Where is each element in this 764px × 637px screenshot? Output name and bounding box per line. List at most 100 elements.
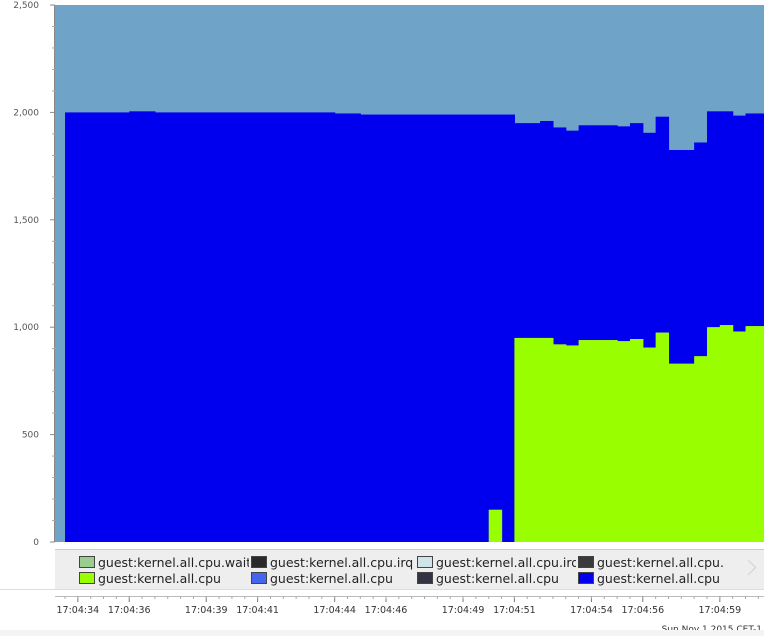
- legend-item[interactable]: guest:kernel.all.cpu: [79, 570, 249, 586]
- legend-item[interactable]: guest:kernel.all.cpu.irq: [251, 554, 415, 570]
- series-1-area: [488, 325, 764, 542]
- legend-swatch: [79, 572, 95, 584]
- series-2-step-bar: [617, 126, 631, 342]
- x-tick-label: 17:04:34: [57, 605, 100, 616]
- x-tick-label: 17:04:51: [493, 605, 536, 616]
- series-2-step-bar: [77, 112, 92, 543]
- series-2-step-bar: [745, 113, 764, 327]
- series-2-step-bar: [578, 125, 593, 341]
- x-tick-label: 17:04:36: [108, 605, 151, 616]
- legend-label: guest:kernel.all.cpu: [436, 570, 559, 586]
- series-2-step-bar: [308, 112, 323, 543]
- series-2-step-bar: [540, 120, 554, 338]
- x-tick-label: 17:04:54: [570, 605, 613, 616]
- legend-swatch: [578, 556, 594, 568]
- series-1-step-bar: [719, 325, 734, 542]
- series-2-step-bar: [154, 112, 169, 543]
- y-tick-label: 0: [33, 538, 39, 548]
- series-1-step-bar: [540, 337, 554, 542]
- y-tick-label: 1,500: [13, 216, 39, 226]
- series-layer: [65, 111, 764, 543]
- series-1-step-bar: [565, 345, 580, 542]
- x-tick-label: 17:04:59: [698, 605, 741, 616]
- series-2-step-bar: [360, 114, 387, 543]
- series-2-step-bar: [655, 116, 670, 333]
- legend-label: guest:kernel.all.cpu.: [597, 554, 724, 570]
- series-2-step-bar: [206, 112, 233, 543]
- series-2-step-bar: [437, 114, 464, 543]
- x-tick-label: 17:04:46: [365, 605, 408, 616]
- series-2-step-bar: [424, 114, 438, 543]
- series-2-step-bar: [90, 112, 105, 543]
- x-tick-label: 17:04:49: [442, 605, 485, 616]
- x-axis: 17:04:34 17:04:36 17:04:39 17:04:41 17:04:44…: [0, 589, 764, 637]
- series-2-area: [65, 111, 764, 543]
- y-tick-label: 2,500: [13, 1, 39, 11]
- legend-label: guest:kernel.all.cpu.irq: [270, 554, 414, 570]
- series-2-step-bar: [116, 112, 130, 543]
- y-tick-label: 2,000: [13, 108, 39, 118]
- series-2-step-bar: [231, 112, 246, 543]
- legend-swatch: [578, 572, 594, 584]
- legend-label: guest:kernel.all.cpu: [98, 570, 221, 586]
- series-2-step-bar: [257, 112, 272, 543]
- series-2-step-bar: [591, 125, 618, 341]
- series-2-step-bar: [642, 132, 657, 348]
- series-2-step-bar: [501, 114, 515, 543]
- legend-swatch: [251, 556, 267, 568]
- series-2-step-bar: [334, 113, 349, 542]
- y-tick-label: 500: [22, 431, 39, 441]
- series-2-step-bar: [167, 112, 182, 543]
- series-2-step-bar: [321, 112, 336, 543]
- legend-item[interactable]: guest:kernel.all.cpu: [417, 570, 576, 586]
- series-2-step-bar: [65, 112, 79, 543]
- series-2-step-bar: [719, 111, 734, 326]
- series-1-step-bar: [745, 326, 764, 542]
- legend-swatch: [417, 572, 433, 584]
- series-2-step-bar: [488, 114, 503, 510]
- legend-swatch: [417, 556, 433, 568]
- x-tick-label: 17:04:39: [185, 605, 228, 616]
- series-1-step-bar: [706, 327, 721, 542]
- series-2-step-bar: [129, 111, 156, 542]
- series-1-step-bar: [578, 340, 593, 542]
- series-1-step-bar: [514, 337, 541, 542]
- series-1-step-bar: [617, 341, 631, 542]
- legend-item[interactable]: guest:kernel.all.cpu: [251, 570, 415, 586]
- series-2-step-bar: [270, 112, 284, 543]
- series-1-step-bar: [488, 509, 503, 542]
- legend-swatch: [251, 572, 267, 584]
- legend-item[interactable]: guest:kernel.all.cpu: [578, 570, 760, 586]
- series-1-step-bar: [668, 363, 695, 542]
- series-2-step-bar: [463, 114, 477, 543]
- series-2-step-bar: [193, 112, 207, 543]
- series-2-step-bar: [514, 123, 541, 338]
- series-1-step-bar: [694, 356, 708, 542]
- series-2-step-bar: [283, 112, 310, 543]
- legend-item[interactable]: guest:kernel.all.cpu.irq: [417, 554, 576, 570]
- x-axis-svg: 17:04:34 17:04:36 17:04:39 17:04:41 17:04:44…: [55, 596, 764, 616]
- series-2-step-bar: [398, 114, 413, 543]
- x-tick-label: 17:04:56: [621, 605, 664, 616]
- series-2-step-bar: [552, 127, 567, 345]
- series-1-step-bar: [655, 332, 670, 542]
- legend-item[interactable]: guest:kernel.all.cpu.: [578, 554, 760, 570]
- series-2-step-bar: [386, 114, 400, 543]
- series-2-step-bar: [706, 111, 721, 328]
- x-tick-label: 17:04:41: [236, 605, 279, 616]
- series-2-step-bar: [565, 130, 580, 346]
- legend-item[interactable]: guest:kernel.all.cpu.wait: [79, 554, 249, 570]
- legend-label: guest:kernel.all.cpu.irq: [436, 554, 576, 570]
- legend-label: guest:kernel.all.cpu: [597, 570, 720, 586]
- x-tick-label: 17:04:44: [313, 605, 356, 616]
- series-2-step-bar: [180, 112, 195, 543]
- series-2-step-bar: [629, 123, 644, 340]
- series-1-step-bar: [642, 347, 657, 542]
- series-2-step-bar: [668, 149, 695, 364]
- series-1-step-bar: [591, 340, 618, 542]
- series-1-step-bar: [552, 344, 567, 542]
- series-2-step-bar: [411, 114, 426, 543]
- horizontal-scrollbar[interactable]: [0, 630, 764, 636]
- series-2-step-bar: [103, 112, 117, 543]
- y-axis: 0 500 1,000 1,500 2,000 2,500: [13, 1, 55, 548]
